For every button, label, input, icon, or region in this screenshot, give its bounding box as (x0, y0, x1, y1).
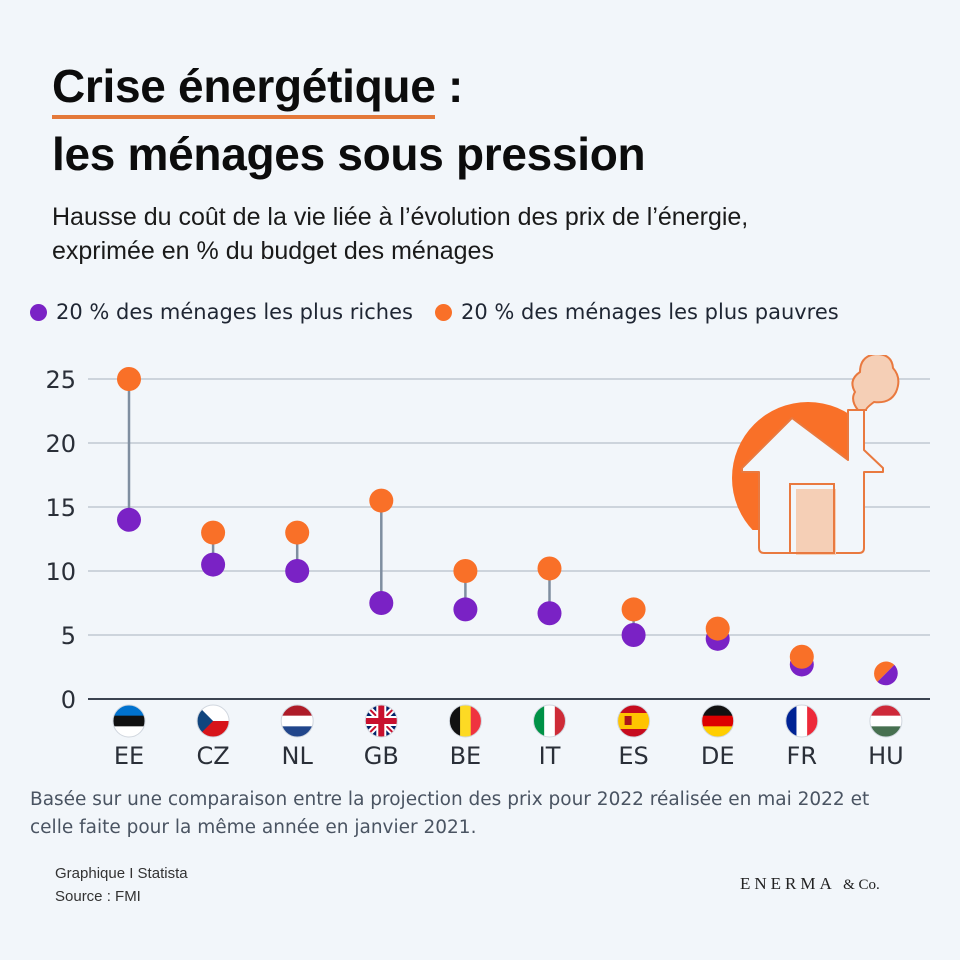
uk-flag (365, 705, 398, 737)
point-poor-BE (453, 559, 478, 583)
y-tick-label: 5 (61, 622, 76, 650)
door-icon (796, 489, 836, 555)
x-tick-label: ES (618, 742, 648, 770)
point-rich-EE (117, 507, 141, 532)
legend: 20 % des ménages les plus riches 20 % de… (30, 300, 861, 324)
point-poor-EE (117, 367, 141, 391)
y-tick-label: 10 (45, 558, 76, 586)
data-points (117, 367, 898, 686)
point-rich-IT (537, 601, 562, 626)
germany-flag (701, 705, 734, 737)
x-tick-label: NL (282, 742, 314, 770)
footnote: Basée sur une comparaison entre la proje… (30, 789, 870, 838)
title-colon: : (435, 60, 463, 112)
title-line-1: Crise énergétique : (52, 52, 463, 120)
point-poor-IT (537, 556, 562, 581)
country-flags (112, 704, 903, 738)
legend-label-poor: 20 % des ménages les plus pauvres (460, 300, 839, 324)
x-axis-labels: EE CZ NL GB BE IT ES DE FR HU (114, 742, 904, 770)
point-poor-GB (369, 488, 394, 513)
title-line-2: les ménages sous pression (52, 128, 646, 180)
smoke-icon (851, 355, 900, 411)
x-tick-label: GB (364, 742, 399, 770)
credit-source: Source : FMI (55, 888, 141, 905)
spain-flag (617, 705, 650, 737)
x-tick-label: DE (701, 742, 735, 770)
legend-dot-rich-icon (30, 303, 47, 321)
brand-logo: ENERMA & Co. (740, 874, 880, 894)
house-body-icon (741, 409, 884, 554)
point-poor-CZ (201, 520, 226, 545)
netherlands-flag (281, 705, 314, 737)
belgium-flag (449, 705, 482, 737)
point-rich-CZ (201, 552, 226, 577)
y-axis-ticks: 0 5 10 15 20 25 (45, 366, 76, 714)
x-tick-label: IT (539, 742, 561, 770)
brand-suffix: & Co. (843, 877, 880, 893)
y-tick-label: 20 (45, 430, 76, 458)
house-illustration-icon (732, 355, 900, 555)
chart-subtitle: Hausse du coût de la vie liée à l’évolut… (52, 203, 749, 265)
y-tick-label: 0 (61, 686, 76, 714)
point-rich-GB (369, 591, 394, 615)
legend-label-rich: 20 % des ménages les plus riches (56, 300, 413, 324)
point-rich-ES (621, 623, 646, 647)
czech-flag (197, 705, 230, 737)
x-tick-label: HU (868, 742, 904, 770)
point-rich-BE (453, 597, 478, 622)
y-tick-label: 15 (45, 494, 76, 522)
brand-name: ENERMA (740, 874, 835, 893)
legend-dot-poor-icon (434, 303, 452, 321)
title-highlight: Crise énergétique (52, 52, 436, 120)
point-poor-HU (874, 661, 895, 682)
chart-title: Crise énergétique : les ménages sous pre… (52, 52, 646, 188)
point-poor-ES (621, 597, 646, 622)
point-rich-HU (877, 664, 898, 686)
x-tick-label: FR (787, 742, 817, 770)
point-poor-NL (285, 520, 310, 545)
france-flag (785, 705, 818, 737)
grid-lines (88, 378, 930, 700)
y-tick-label: 25 (45, 366, 76, 394)
point-poor-DE (705, 616, 730, 641)
credit-graphic: Graphique I Statista (55, 865, 188, 882)
x-tick-label: BE (450, 742, 482, 770)
legend-item-rich: 20 % des ménages les plus riches (30, 300, 413, 324)
point-poor-FR (789, 644, 814, 669)
x-tick-label: EE (114, 742, 144, 770)
credits: Graphique I Statista Source : FMI (55, 862, 188, 908)
italy-flag (533, 705, 566, 737)
hungary-flag (869, 705, 902, 737)
estonia-flag (113, 705, 145, 737)
point-rich-NL (285, 559, 310, 583)
legend-item-poor: 20 % des ménages les plus pauvres (434, 300, 839, 324)
x-tick-label: CZ (196, 742, 229, 770)
dumbbell-chart: 0 5 10 15 20 25 EE CZ NL GB BE IT ES DE FR HU (45, 355, 930, 770)
